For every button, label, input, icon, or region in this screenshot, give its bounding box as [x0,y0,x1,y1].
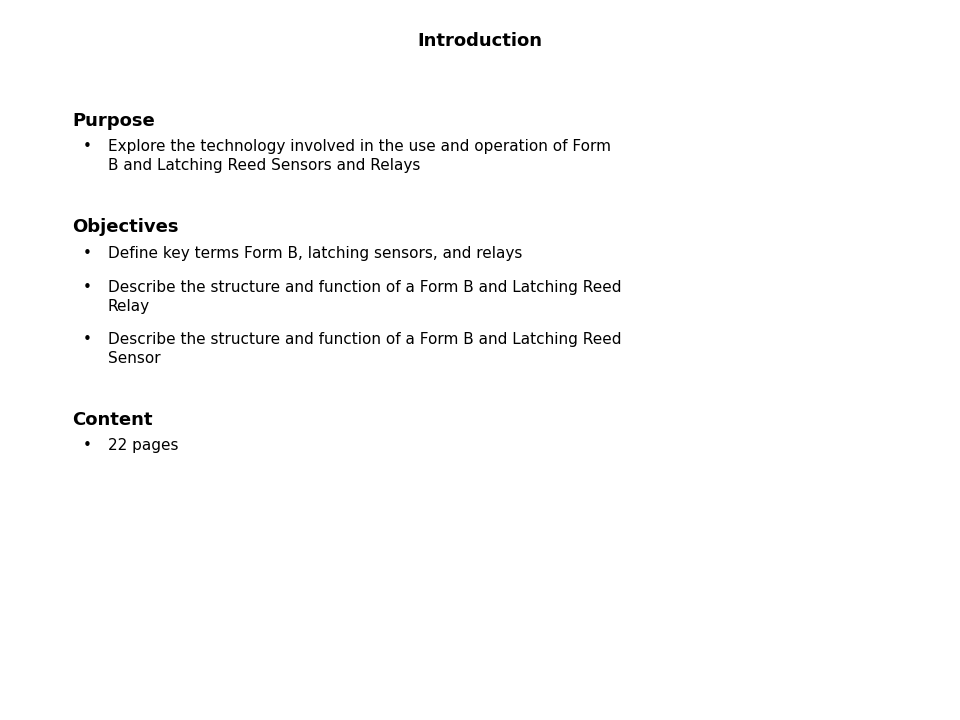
Text: •: • [83,139,91,154]
Text: •: • [83,280,91,295]
Text: Content: Content [72,411,153,429]
Text: Describe the structure and function of a Form B and Latching Reed
Sensor: Describe the structure and function of a… [108,332,621,366]
Text: Introduction: Introduction [418,32,542,50]
Text: •: • [83,332,91,347]
Text: Define key terms Form B, latching sensors, and relays: Define key terms Form B, latching sensor… [108,246,522,261]
Text: Purpose: Purpose [72,112,155,130]
Text: Describe the structure and function of a Form B and Latching Reed
Relay: Describe the structure and function of a… [108,280,621,314]
Text: 22 pages: 22 pages [108,438,178,454]
Text: Objectives: Objectives [72,218,179,236]
Text: •: • [83,246,91,261]
Text: •: • [83,438,91,454]
Text: Explore the technology involved in the use and operation of Form
B and Latching : Explore the technology involved in the u… [108,139,611,173]
